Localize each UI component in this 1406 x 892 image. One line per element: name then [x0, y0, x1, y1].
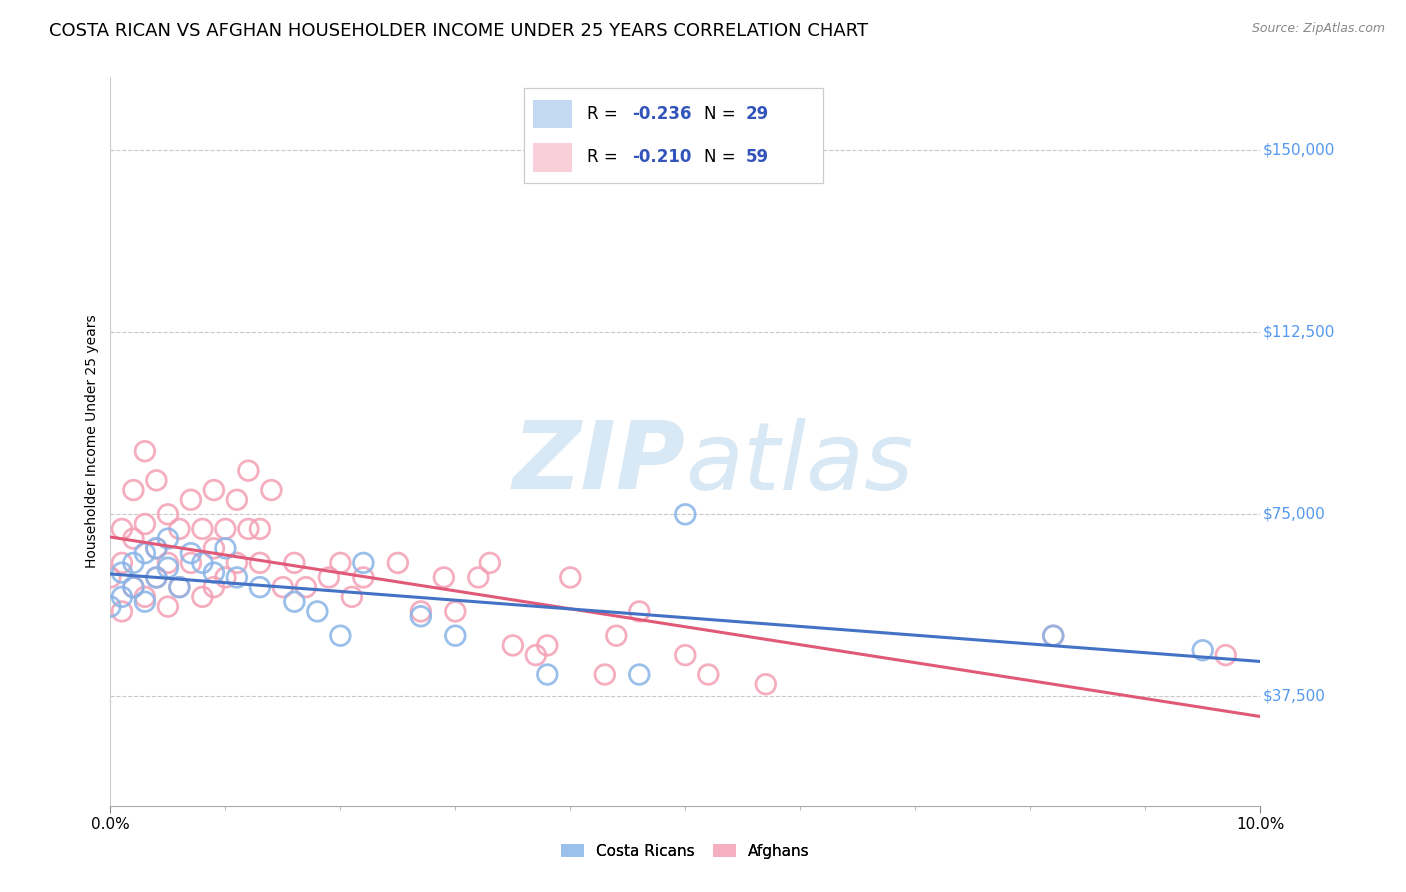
- Point: [352, 556, 374, 570]
- Text: Source: ZipAtlas.com: Source: ZipAtlas.com: [1251, 22, 1385, 36]
- Point: [260, 483, 283, 497]
- Point: [202, 541, 225, 556]
- Point: [122, 580, 145, 594]
- Point: [111, 556, 134, 570]
- Point: [697, 667, 720, 681]
- Point: [295, 580, 318, 594]
- Point: [329, 629, 352, 643]
- Point: [122, 483, 145, 497]
- Point: [409, 604, 432, 618]
- Text: $75,000: $75,000: [1263, 507, 1326, 522]
- Point: [111, 590, 134, 604]
- Point: [156, 556, 179, 570]
- Point: [214, 541, 236, 556]
- Point: [238, 464, 260, 478]
- Point: [409, 609, 432, 624]
- Point: [202, 483, 225, 497]
- Legend: Costa Ricans, Afghans: Costa Ricans, Afghans: [557, 839, 814, 863]
- Point: [225, 492, 247, 507]
- Text: COSTA RICAN VS AFGHAN HOUSEHOLDER INCOME UNDER 25 YEARS CORRELATION CHART: COSTA RICAN VS AFGHAN HOUSEHOLDER INCOME…: [49, 22, 869, 40]
- Point: [605, 629, 627, 643]
- Point: [145, 570, 167, 584]
- Point: [593, 667, 616, 681]
- Point: [238, 522, 260, 536]
- Point: [191, 556, 214, 570]
- Point: [134, 516, 156, 531]
- Point: [329, 556, 352, 570]
- Point: [249, 556, 271, 570]
- Point: [673, 508, 696, 522]
- Point: [156, 508, 179, 522]
- Point: [433, 570, 456, 584]
- Point: [467, 570, 489, 584]
- Point: [387, 556, 409, 570]
- Point: [145, 570, 167, 584]
- Point: [755, 677, 778, 691]
- Point: [191, 590, 214, 604]
- Text: atlas: atlas: [685, 417, 914, 508]
- Point: [156, 599, 179, 614]
- Point: [122, 532, 145, 546]
- Point: [502, 639, 524, 653]
- Text: $37,500: $37,500: [1263, 689, 1326, 704]
- Point: [444, 604, 467, 618]
- Point: [283, 556, 305, 570]
- Point: [111, 604, 134, 618]
- Point: [134, 590, 156, 604]
- Point: [111, 522, 134, 536]
- Point: [249, 522, 271, 536]
- Point: [225, 570, 247, 584]
- Text: $150,000: $150,000: [1263, 143, 1334, 158]
- Point: [536, 639, 558, 653]
- Point: [1042, 629, 1064, 643]
- Point: [524, 648, 547, 662]
- Point: [111, 566, 134, 580]
- Point: [225, 556, 247, 570]
- Y-axis label: Householder Income Under 25 years: Householder Income Under 25 years: [86, 315, 100, 568]
- Point: [560, 570, 582, 584]
- Text: ZIP: ZIP: [512, 417, 685, 509]
- Point: [214, 522, 236, 536]
- Point: [307, 604, 329, 618]
- Point: [145, 541, 167, 556]
- Point: [169, 580, 191, 594]
- Point: [1215, 648, 1237, 662]
- Point: [122, 556, 145, 570]
- Point: [180, 492, 202, 507]
- Point: [180, 546, 202, 560]
- Point: [271, 580, 294, 594]
- Point: [134, 546, 156, 560]
- Point: [249, 580, 271, 594]
- Point: [202, 566, 225, 580]
- Point: [444, 629, 467, 643]
- Point: [180, 556, 202, 570]
- Point: [1042, 629, 1064, 643]
- Point: [536, 667, 558, 681]
- Point: [122, 580, 145, 594]
- Point: [145, 541, 167, 556]
- Point: [478, 556, 501, 570]
- Point: [134, 444, 156, 458]
- Point: [100, 570, 122, 584]
- Point: [134, 595, 156, 609]
- Point: [156, 532, 179, 546]
- Point: [202, 580, 225, 594]
- Point: [283, 595, 305, 609]
- Point: [340, 590, 363, 604]
- Point: [628, 667, 651, 681]
- Point: [352, 570, 374, 584]
- Point: [156, 560, 179, 574]
- Point: [214, 570, 236, 584]
- Point: [318, 570, 340, 584]
- Point: [628, 604, 651, 618]
- Point: [169, 580, 191, 594]
- Text: $112,500: $112,500: [1263, 325, 1334, 340]
- Point: [100, 599, 122, 614]
- Point: [673, 648, 696, 662]
- Point: [169, 522, 191, 536]
- Point: [1191, 643, 1213, 657]
- Point: [191, 522, 214, 536]
- Point: [145, 474, 167, 488]
